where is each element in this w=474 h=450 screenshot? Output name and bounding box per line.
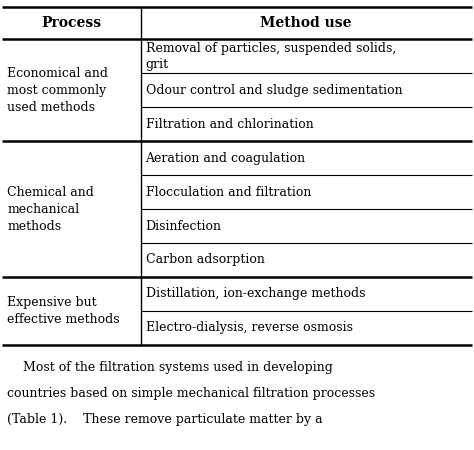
Text: Method use: Method use — [261, 16, 352, 30]
Text: Expensive but
effective methods: Expensive but effective methods — [7, 296, 120, 326]
Text: Most of the filtration systems used in developing: Most of the filtration systems used in d… — [7, 360, 333, 374]
Text: (Table 1).    These remove particulate matter by a: (Table 1). These remove particulate matt… — [7, 413, 323, 426]
Text: Chemical and
mechanical
methods: Chemical and mechanical methods — [7, 185, 94, 233]
Text: Flocculation and filtration: Flocculation and filtration — [146, 185, 311, 198]
Text: Odour control and sludge sedimentation: Odour control and sludge sedimentation — [146, 84, 402, 97]
Text: Disinfection: Disinfection — [146, 220, 221, 233]
Text: Economical and
most commonly
used methods: Economical and most commonly used method… — [7, 67, 108, 113]
Text: Process: Process — [42, 16, 101, 30]
Text: Distillation, ion-exchange methods: Distillation, ion-exchange methods — [146, 288, 365, 301]
Text: Electro-dialysis, reverse osmosis: Electro-dialysis, reverse osmosis — [146, 321, 353, 334]
Text: Removal of particles, suspended solids,
grit: Removal of particles, suspended solids, … — [146, 42, 396, 71]
Text: Aeration and coagulation: Aeration and coagulation — [146, 152, 306, 165]
Text: Carbon adsorption: Carbon adsorption — [146, 253, 264, 266]
Text: Filtration and chlorination: Filtration and chlorination — [146, 117, 313, 130]
Text: countries based on simple mechanical filtration processes: countries based on simple mechanical fil… — [7, 387, 375, 400]
